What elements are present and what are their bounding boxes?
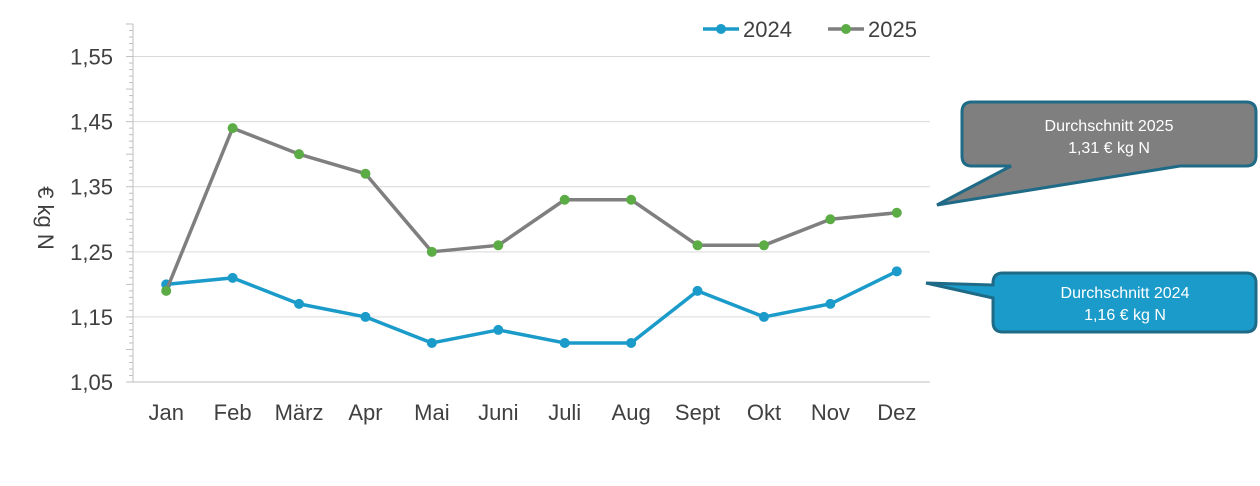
- y-tick-label: 1,05: [70, 370, 113, 395]
- data-point-2025: [493, 240, 504, 251]
- data-point-2025: [891, 207, 902, 218]
- data-point-2025: [758, 240, 769, 251]
- axes: [126, 23, 930, 383]
- callout-2024-value: 1,16 € kg N: [1084, 307, 1166, 324]
- y-axis-ticks: 1,05 1,15 1,25 1,35 1,45 1,55: [70, 45, 113, 395]
- x-tick-label: Feb: [214, 400, 252, 425]
- x-tick-label: Juli: [548, 400, 581, 425]
- data-point-2024: [891, 266, 902, 277]
- x-tick-label: Juni: [478, 400, 518, 425]
- y-tick-label: 1,35: [70, 175, 113, 200]
- data-point-2024: [294, 298, 305, 309]
- data-point-2025: [559, 194, 570, 205]
- x-tick-label: Nov: [811, 400, 850, 425]
- data-point-2025: [294, 149, 305, 160]
- y-tick-label: 1,25: [70, 240, 113, 265]
- callout-2025-value: 1,31 € kg N: [1068, 140, 1150, 157]
- y-tick-label: 1,45: [70, 110, 113, 135]
- callout-2025-shape: [936, 100, 1258, 207]
- legend-label-2025: 2025: [868, 17, 917, 42]
- x-tick-label: Apr: [348, 400, 382, 425]
- data-point-2024: [559, 337, 570, 348]
- grid-lines: [133, 56, 930, 318]
- data-point-2024: [426, 337, 437, 348]
- data-point-2024: [825, 298, 836, 309]
- data-point-2024: [692, 285, 703, 296]
- y-tick-label: 1,55: [70, 45, 113, 70]
- x-tick-label: Sept: [675, 400, 720, 425]
- x-axis-ticks: Jan Feb März Apr Mai Juni Juli Aug Sept Okt Nov Dez: [148, 400, 916, 425]
- data-point-2025: [227, 123, 238, 134]
- data-point-2025: [360, 168, 371, 179]
- callout-2024-title: Durchschnitt 2024: [1061, 285, 1190, 302]
- data-point-2024: [758, 311, 769, 322]
- data-point-2024: [626, 337, 637, 348]
- y-tick-label: 1,15: [70, 305, 113, 330]
- x-tick-label: März: [275, 400, 324, 425]
- legend-label-2024: 2024: [743, 17, 792, 42]
- x-tick-label: Jan: [148, 400, 183, 425]
- series-group: [161, 123, 902, 348]
- legend-marker-2025: [841, 24, 851, 34]
- data-point-2024: [360, 311, 371, 322]
- data-point-2025: [626, 194, 637, 205]
- series-line-2024: [166, 269, 898, 345]
- data-point-2024: [493, 324, 504, 335]
- data-point-2025: [426, 246, 437, 257]
- legend: 2024 2025: [703, 17, 917, 42]
- data-point-2025: [825, 214, 836, 225]
- callout-average-2025: Durchschnitt 2025 1,31 € kg N: [936, 100, 1258, 207]
- callout-2024-shape: [925, 271, 1258, 334]
- x-tick-label: Dez: [877, 400, 916, 425]
- legend-marker-2024: [716, 24, 726, 34]
- callout-average-2024: Durchschnitt 2024 1,16 € kg N: [925, 271, 1258, 334]
- data-point-2024: [227, 272, 238, 283]
- x-tick-label: Mai: [414, 400, 449, 425]
- x-tick-label: Okt: [747, 400, 781, 425]
- x-tick-label: Aug: [612, 400, 651, 425]
- data-point-2025: [161, 285, 172, 296]
- series-line-2025: [164, 126, 897, 292]
- callout-2025-title: Durchschnitt 2025: [1045, 118, 1174, 135]
- y-axis-label: € kg N: [33, 186, 58, 250]
- data-point-2025: [692, 240, 703, 251]
